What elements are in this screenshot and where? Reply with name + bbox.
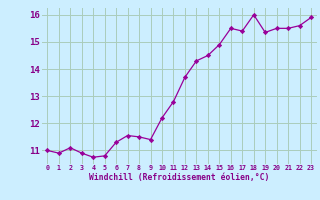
X-axis label: Windchill (Refroidissement éolien,°C): Windchill (Refroidissement éolien,°C) (89, 173, 269, 182)
